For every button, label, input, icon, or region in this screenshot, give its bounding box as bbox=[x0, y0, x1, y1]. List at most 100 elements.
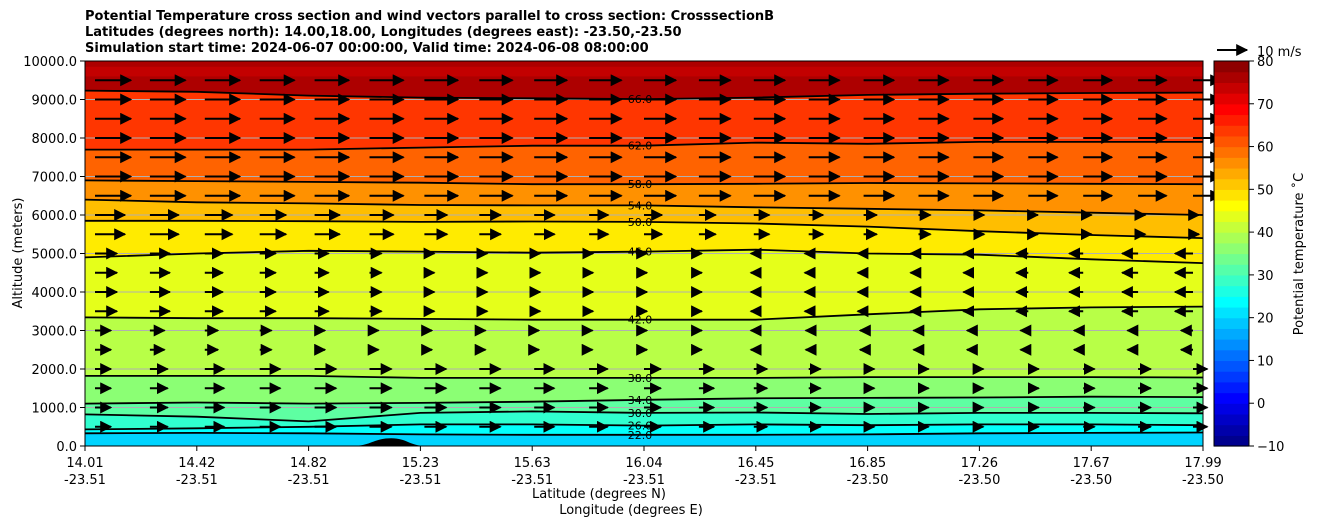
colorbar-step bbox=[1214, 285, 1249, 297]
colorbar-step bbox=[1214, 103, 1249, 116]
x-tick-label-lat: 15.23 bbox=[402, 456, 439, 471]
contour-label: 38.0 bbox=[628, 372, 653, 385]
x-tick-label-lat: 15.63 bbox=[514, 456, 551, 471]
contour-label: 30.0 bbox=[628, 407, 653, 420]
x-tick-label-lon: -23.51 bbox=[288, 473, 330, 488]
x-tick-label-lon: -23.51 bbox=[399, 473, 441, 488]
x-tick-label-lat: 17.26 bbox=[961, 456, 998, 471]
axes: 0.0 1000.0 2000.0 3000.0 4000.0 5000.0 6000.0 7… bbox=[23, 55, 1224, 488]
colorbar-tick-label: 20 bbox=[1257, 312, 1274, 327]
field-band-22 bbox=[85, 432, 1203, 446]
x-tick-label-lat: 17.67 bbox=[1073, 456, 1110, 471]
contour-label: 62.0 bbox=[628, 140, 653, 153]
y-tick-label: 9000.0 bbox=[32, 94, 78, 109]
contour-label: 26.0 bbox=[628, 420, 653, 433]
colorbar-step bbox=[1214, 167, 1249, 180]
colorbar-step bbox=[1214, 114, 1249, 126]
contour-label: 66.0 bbox=[628, 93, 653, 106]
contour-label: 46.0 bbox=[628, 246, 653, 259]
colorbar-step bbox=[1214, 424, 1249, 436]
terrain bbox=[351, 438, 427, 446]
x-tick-label-lon: -23.50 bbox=[847, 473, 889, 488]
colorbar-tick-label: −10 bbox=[1257, 440, 1284, 455]
colorbar-step bbox=[1214, 381, 1249, 394]
y-tick-label: 2000.0 bbox=[32, 363, 78, 378]
colorbar-step bbox=[1214, 157, 1249, 169]
colorbar-tick-label: 0 bbox=[1257, 397, 1265, 412]
colorbar-step bbox=[1214, 264, 1249, 276]
colorbar-step bbox=[1214, 146, 1249, 158]
colorbar-step bbox=[1214, 221, 1249, 233]
colorbar-tick-label: 50 bbox=[1257, 183, 1274, 198]
colorbar-tick-label: 60 bbox=[1257, 141, 1274, 156]
chart-title-line-3: Simulation start time: 2024-06-07 00:00:… bbox=[85, 41, 649, 56]
y-tick-label: 6000.0 bbox=[32, 209, 78, 224]
y-tick-label: 4000.0 bbox=[32, 286, 78, 301]
contour-label: 34.0 bbox=[628, 394, 653, 407]
chart-title-line-1: Potential Temperature cross section and … bbox=[85, 9, 775, 24]
x-tick-label-lat: 16.45 bbox=[737, 456, 774, 471]
y-tick-label: 3000.0 bbox=[32, 325, 78, 340]
colorbar-tick-label: 80 bbox=[1257, 55, 1274, 70]
x-tick-label-lat: 16.85 bbox=[849, 456, 886, 471]
colorbar-step bbox=[1214, 328, 1249, 340]
colorbar-step bbox=[1214, 403, 1249, 415]
colorbar-step bbox=[1214, 253, 1249, 265]
colorbar-step bbox=[1214, 242, 1249, 255]
x-tick-label-lon: -23.50 bbox=[1070, 473, 1112, 488]
colorbar-step bbox=[1214, 349, 1249, 362]
y-axis-label: Altitude (meters) bbox=[11, 198, 26, 309]
colorbar-tick-label: 10 bbox=[1257, 354, 1274, 369]
contour-50 bbox=[85, 219, 1203, 239]
x-axis-label-2: Longitude (degrees E) bbox=[559, 503, 703, 518]
colorbar-step bbox=[1214, 61, 1249, 73]
contour-label: 50.0 bbox=[628, 216, 653, 229]
contour-22 bbox=[85, 431, 1203, 436]
contour-38 bbox=[85, 375, 1203, 379]
contour-labels: 22.026.030.034.0 38.0 42.0 46.0 50.0 54.0 58.0… bbox=[628, 93, 653, 442]
wind-reference-label: 10 m/s bbox=[1257, 45, 1302, 60]
colorbar-tick-label: 40 bbox=[1257, 226, 1274, 241]
contour-30 bbox=[85, 410, 1203, 423]
x-tick-label-lon: -23.51 bbox=[176, 473, 218, 488]
colorbar-tick-label: 30 bbox=[1257, 269, 1274, 284]
colorbar-step bbox=[1214, 232, 1249, 244]
colorbar-step bbox=[1214, 178, 1249, 190]
x-axis-label: Latitude (degrees N) bbox=[532, 487, 666, 502]
colorbar-step bbox=[1214, 82, 1249, 94]
x-tick-label-lat: 16.04 bbox=[625, 456, 662, 471]
y-tick-label: 8000.0 bbox=[32, 132, 78, 147]
colorbar-step bbox=[1214, 296, 1249, 308]
y-tick-label: 5000.0 bbox=[32, 248, 78, 263]
contour-label: 58.0 bbox=[628, 178, 653, 191]
contour-62 bbox=[85, 141, 1203, 151]
colorbar-step bbox=[1214, 306, 1249, 319]
colorbar-step bbox=[1214, 360, 1249, 372]
colorbar-step bbox=[1214, 93, 1249, 105]
x-tick-label-lon: -23.51 bbox=[623, 473, 665, 488]
colorbar-step bbox=[1214, 200, 1249, 212]
colorbar-step bbox=[1214, 371, 1249, 383]
colorbar-step bbox=[1214, 413, 1249, 426]
colorbar-step bbox=[1214, 435, 1249, 447]
axis-labels: Altitude (meters) Latitude (degrees N) L… bbox=[11, 45, 1307, 518]
y-tick-label: 0.0 bbox=[56, 440, 77, 455]
x-tick-label-lat: 14.42 bbox=[178, 456, 215, 471]
colorbar-tick-label: 70 bbox=[1257, 98, 1274, 113]
contour-label: 22.0 bbox=[628, 429, 653, 442]
x-tick-label-lon: -23.50 bbox=[1182, 473, 1224, 488]
colorbar-step bbox=[1214, 71, 1249, 83]
y-tick-label: 7000.0 bbox=[32, 171, 78, 186]
colorbar: −10 0 10 20 30 40 50 60 70 80 bbox=[1213, 55, 1284, 455]
colorbar-frame bbox=[1213, 60, 1250, 447]
colorbar-step bbox=[1214, 339, 1249, 351]
contour-label: 54.0 bbox=[628, 199, 653, 212]
field-upper-band bbox=[85, 61, 1203, 67]
x-tick-label-lon: -23.51 bbox=[735, 473, 777, 488]
contour-58 bbox=[85, 179, 1203, 186]
x-tick-label-lat: 17.99 bbox=[1184, 456, 1221, 471]
colorbar-step bbox=[1214, 317, 1249, 329]
contour-label: 42.0 bbox=[628, 314, 653, 327]
x-tick-label-lat: 14.82 bbox=[290, 456, 327, 471]
